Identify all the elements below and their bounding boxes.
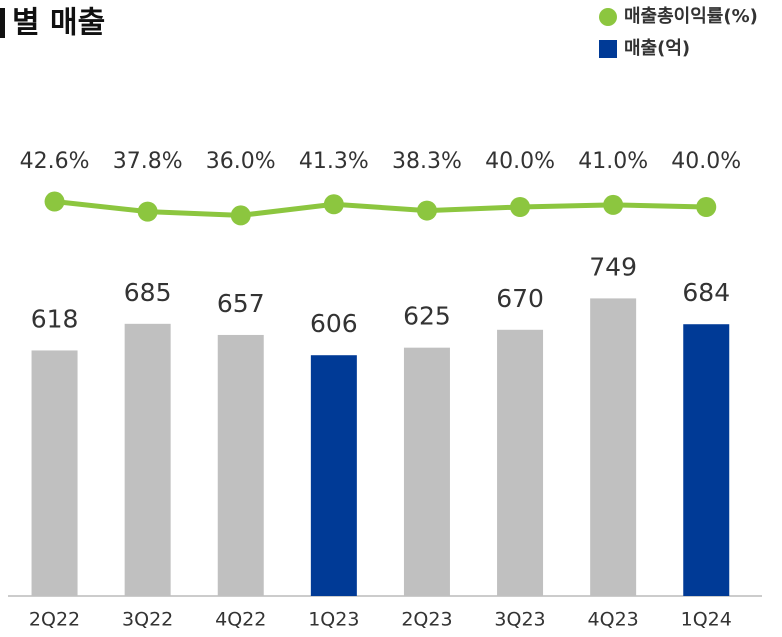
bar (403, 347, 450, 596)
line-point (510, 197, 531, 217)
title-fragment (0, 8, 5, 38)
value-label: 38.3% (392, 149, 462, 174)
x-tick-label: 2Q22 (29, 609, 80, 631)
value-label: 606 (310, 309, 358, 338)
x-tick-label: 2Q23 (401, 609, 452, 631)
x-tick-label: 4Q22 (215, 609, 266, 631)
line-point (137, 201, 158, 222)
legend-label: 매출총이익률(%) (624, 6, 758, 27)
value-label: 41.3% (299, 149, 369, 174)
chart-title: 별 매출 (12, 6, 105, 41)
line-point (696, 197, 717, 217)
bar (590, 298, 637, 596)
x-tick-label: 3Q23 (494, 609, 545, 631)
value-label: 37.8% (113, 149, 183, 174)
line-point (603, 194, 624, 215)
bar (124, 323, 171, 596)
value-label: 749 (589, 252, 637, 281)
legend-label: 매출(억) (624, 38, 690, 59)
bar (497, 329, 544, 596)
line (54, 199, 707, 218)
value-label: 684 (682, 278, 730, 307)
value-label: 657 (217, 289, 265, 318)
value-label: 618 (31, 304, 79, 333)
x-tick-label: 4Q23 (588, 609, 639, 631)
value-label: 36.0% (206, 149, 276, 174)
value-label: 685 (124, 278, 172, 307)
value-label: 42.6% (20, 149, 90, 174)
value-label: 670 (496, 284, 544, 313)
value-label: 41.0% (578, 149, 648, 174)
legend-swatch (599, 40, 617, 58)
x-tick-label: 3Q22 (122, 609, 173, 631)
x-tick-label: 1Q23 (308, 609, 359, 631)
value-label: 40.0% (485, 149, 555, 174)
x-tick-label: 1Q24 (681, 609, 732, 631)
line-point (416, 200, 437, 221)
line-point (230, 205, 251, 226)
bar (310, 355, 357, 596)
legend-swatch (599, 8, 617, 26)
bar (31, 350, 78, 596)
bar (683, 324, 730, 596)
bar (217, 334, 264, 596)
value-label: 40.0% (671, 149, 741, 174)
value-label: 625 (403, 302, 451, 331)
line-point (44, 191, 65, 212)
line-point (323, 194, 344, 215)
